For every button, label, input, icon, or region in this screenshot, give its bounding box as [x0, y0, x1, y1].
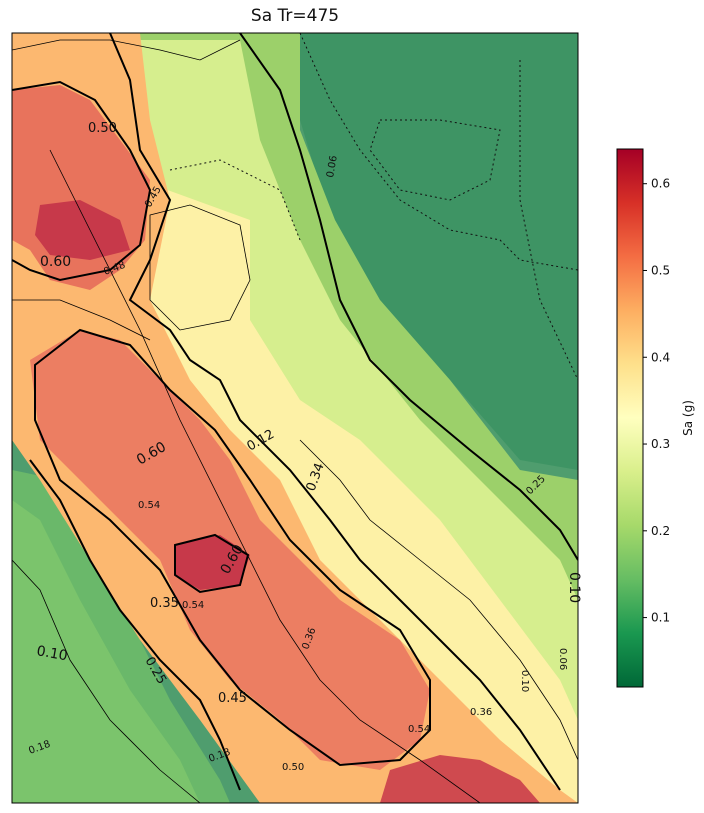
contour-label: 0.35 — [150, 596, 179, 611]
contour-line — [299, 439, 578, 761]
contour-line — [169, 159, 301, 241]
contour-line — [519, 60, 578, 381]
contour-label: 0.06 — [325, 155, 340, 179]
contour-line — [29, 459, 241, 791]
colorbar-tick-label: 0.3 — [651, 437, 670, 451]
hazard-field — [12, 33, 578, 803]
colorbar: 0.1 0.2 0.3 0.4 0.5 0.6 Sa (g) — [616, 148, 695, 688]
orange-fringe — [12, 33, 578, 803]
contour-label: 0.50 — [282, 762, 304, 773]
contour-line — [109, 33, 561, 791]
contour-label: 0.36 — [470, 707, 492, 718]
southwest-green-strip — [12, 500, 200, 803]
chart-title: Sa Tr=475 — [250, 6, 340, 26]
contour-line — [34, 328, 431, 767]
peak-north — [35, 200, 130, 260]
contour-line — [12, 559, 201, 803]
minor-contours — [12, 39, 578, 803]
contour-label: 0.10 — [519, 670, 530, 692]
contour-label: 0.54 — [182, 600, 204, 611]
contour-label: 0.10 — [35, 643, 68, 664]
peak-central — [175, 535, 250, 590]
dotted-contours — [169, 33, 578, 381]
pale-yellow-band — [140, 180, 578, 803]
colorbar-label: Sa (g) — [681, 400, 695, 436]
fault-line — [49, 149, 481, 803]
contour-label: 0.06 — [557, 648, 568, 670]
colorbar-tick-label: 0.5 — [651, 263, 670, 277]
colorbar-ticks: 0.1 0.2 0.3 0.4 0.5 0.6 — [643, 177, 670, 625]
contour-line — [12, 299, 151, 341]
contour-line — [174, 533, 250, 594]
contour-line — [12, 80, 152, 282]
peak-south — [380, 755, 540, 803]
contour-label: 0.45 — [218, 691, 247, 706]
major-contours — [12, 33, 578, 791]
northeast-low-region — [300, 33, 578, 470]
contour-label: 0.54 — [138, 500, 160, 511]
colorbar-tick-label: 0.4 — [651, 350, 670, 364]
contour-label: 0.10 — [566, 572, 582, 603]
contour-label: 0.54 — [408, 724, 430, 735]
contour-line — [369, 119, 501, 201]
map-frame — [11, 32, 579, 804]
colorbar-tick-label: 0.2 — [651, 524, 670, 538]
contour-label: 0.50 — [88, 121, 117, 136]
contour-line — [149, 204, 251, 331]
contour-line — [239, 33, 578, 561]
colorbar-tick-label: 0.1 — [651, 611, 670, 625]
contour-line — [12, 39, 241, 61]
contour-label: 0.60 — [40, 254, 71, 270]
colorbar-tick-label: 0.6 — [651, 177, 670, 191]
colorbar-gradient — [616, 148, 644, 688]
